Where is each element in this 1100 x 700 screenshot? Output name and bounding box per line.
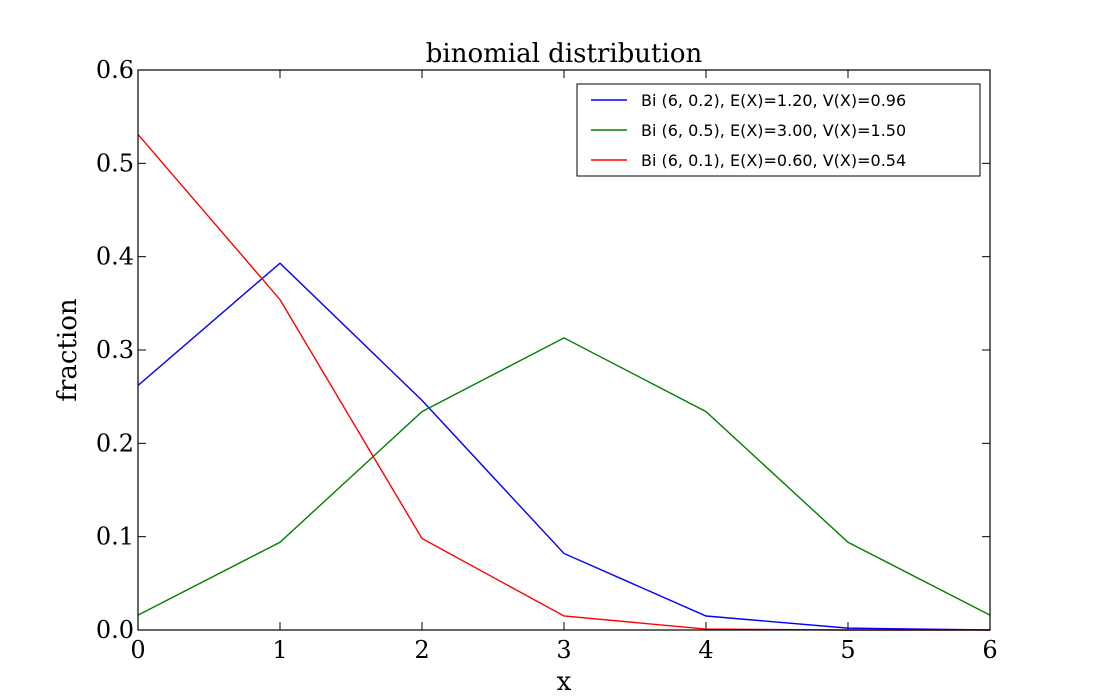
y-tick-label: 0.0 [96,616,134,644]
x-tick-label: 3 [556,636,571,664]
y-tick-label: 0.2 [96,429,134,457]
chart-title: binomial distribution [426,39,703,69]
x-tick-label: 6 [982,636,997,664]
y-axis-label: fraction [53,298,83,402]
series-line-1 [137,337,991,616]
legend: Bi (6, 0.2), E(X)=1.20, V(X)=0.96 Bi (6, … [576,83,981,177]
y-tick-label: 0.1 [96,523,134,551]
y-tick-label: 0.6 [96,56,134,84]
legend-label-0: Bi (6, 0.2), E(X)=1.20, V(X)=0.96 [641,91,906,110]
x-tick-label: 1 [272,636,287,664]
axis-ticks: 0 1 2 3 4 5 6 0.0 0.1 0.2 0.3 0.4 0.5 0.6 [96,56,998,664]
x-tick-label: 4 [698,636,713,664]
series-line-2 [137,133,990,631]
legend-label-1: Bi (6, 0.5), E(X)=3.00, V(X)=1.50 [641,121,906,140]
legend-label-2: Bi (6, 0.1), E(X)=0.60, V(X)=0.54 [641,151,906,170]
x-tick-label: 5 [840,636,855,664]
series-lines [137,133,991,631]
x-axis-label: x [557,667,572,697]
y-tick-label: 0.3 [96,336,134,364]
plot-frame [137,69,991,631]
legend-box [576,83,981,177]
x-tick-label: 0 [130,636,145,664]
series-line-0 [137,262,991,631]
y-tick-label: 0.4 [96,243,134,271]
x-tick-label: 2 [414,636,429,664]
y-tick-label: 0.5 [96,149,134,177]
